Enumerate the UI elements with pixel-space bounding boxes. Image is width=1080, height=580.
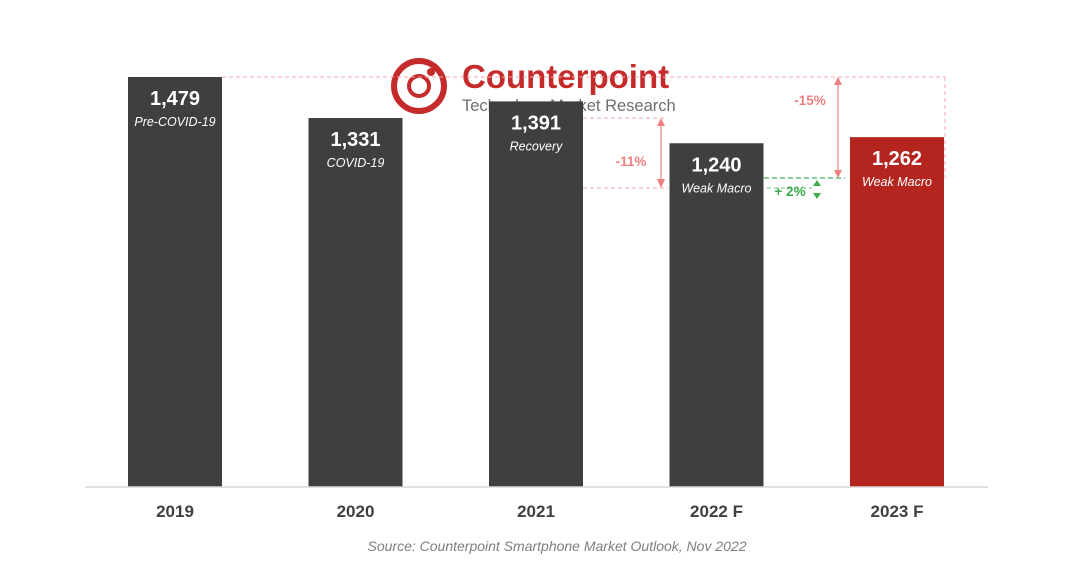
x-tick-2019: 2019 xyxy=(156,502,194,521)
arrow-minus11-head xyxy=(657,179,665,188)
bar-2019 xyxy=(128,77,222,487)
bar-2021 xyxy=(489,101,583,487)
bars-group: 1,479 Pre-COVID-19 2019 1,331 COVID-19 2020 1,… xyxy=(128,77,944,521)
arrow-minus11-tail xyxy=(657,118,665,126)
x-tick-2022-f: 2022 F xyxy=(690,502,743,521)
bar-value-label-2021: 1,391 xyxy=(511,112,561,134)
x-tick-2023-f: 2023 F xyxy=(871,502,924,521)
bar-value-label-2022-f: 1,240 xyxy=(691,154,741,176)
x-tick-2021: 2021 xyxy=(517,502,555,521)
bar-note-label-2020: COVID-19 xyxy=(327,156,385,170)
bar-2023-f xyxy=(850,137,944,487)
logo-core-icon xyxy=(407,74,431,98)
bar-value-label-2020: 1,331 xyxy=(330,129,380,151)
bar-note-label-2022-f: Weak Macro xyxy=(682,181,752,195)
annotation-minus11: -11% xyxy=(616,154,647,169)
annotation-plus2: + 2% xyxy=(774,184,805,199)
logo-ring-icon xyxy=(391,58,447,114)
bar-2020 xyxy=(308,118,403,488)
bar-value-label-2023-f: 1,262 xyxy=(872,148,922,170)
bar-note-label-2021: Recovery xyxy=(510,139,564,153)
bar-value-label-2019: 1,479 xyxy=(150,88,200,110)
arrow-plus2-up xyxy=(813,180,821,186)
bar-note-label-2019: Pre-COVID-19 xyxy=(134,115,215,129)
arrow-minus15-head xyxy=(834,170,842,178)
arrow-plus2-down xyxy=(813,193,821,199)
logo-dot-icon xyxy=(427,68,435,76)
bar-note-label-2023-f: Weak Macro xyxy=(862,175,932,189)
bar-2022-f xyxy=(669,143,764,488)
source-note: Source: Counterpoint Smartphone Market O… xyxy=(368,538,747,554)
x-tick-2020: 2020 xyxy=(337,502,375,521)
annotation-minus15: -15% xyxy=(794,93,826,108)
arrow-minus15-tail xyxy=(834,77,842,85)
